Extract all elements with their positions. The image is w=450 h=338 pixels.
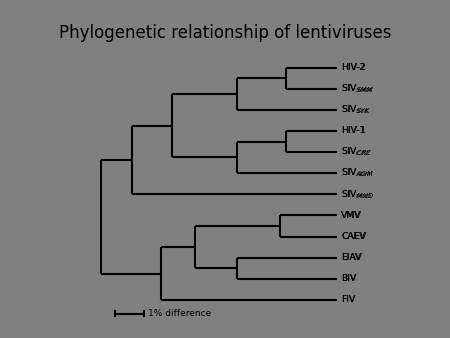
- Text: Phylogenetic relationship of lentiviruses: Phylogenetic relationship of lentiviruse…: [59, 24, 391, 42]
- Text: VMV: VMV: [341, 211, 362, 220]
- Text: SIV$_{MND}$: SIV$_{MND}$: [341, 188, 373, 200]
- Text: SIV$_{CPZ}$: SIV$_{CPZ}$: [341, 146, 372, 158]
- Text: BIV: BIV: [341, 274, 356, 283]
- Text: SIV$_{SYK}$: SIV$_{SYK}$: [341, 104, 370, 116]
- Text: SIV$_{SYK}$: SIV$_{SYK}$: [341, 104, 372, 116]
- Text: BIV: BIV: [341, 274, 357, 283]
- Text: EIAV: EIAV: [341, 253, 361, 262]
- Text: SIV$_{CPZ}$: SIV$_{CPZ}$: [341, 146, 370, 158]
- Text: 1% difference: 1% difference: [148, 309, 211, 318]
- Text: CAEV: CAEV: [341, 232, 365, 241]
- Text: FIV: FIV: [341, 295, 356, 305]
- Text: HIV-1: HIV-1: [341, 126, 365, 136]
- Text: SIV$_{SMM}$: SIV$_{SMM}$: [341, 82, 373, 95]
- Text: HIV-2: HIV-2: [341, 63, 365, 72]
- Text: SIV$_{MND}$: SIV$_{MND}$: [341, 188, 374, 200]
- Text: HIV-1: HIV-1: [341, 126, 366, 136]
- Text: EIAV: EIAV: [341, 253, 362, 262]
- Text: SIV$_{AGM}$: SIV$_{AGM}$: [341, 167, 374, 179]
- Text: SIV$_{SMM}$: SIV$_{SMM}$: [341, 82, 374, 95]
- Text: HIV-2: HIV-2: [341, 63, 366, 72]
- Text: SIV$_{AGM}$: SIV$_{AGM}$: [341, 167, 372, 179]
- Text: VMV: VMV: [341, 211, 361, 220]
- Text: CAEV: CAEV: [341, 232, 367, 241]
- Text: FIV: FIV: [341, 295, 355, 305]
